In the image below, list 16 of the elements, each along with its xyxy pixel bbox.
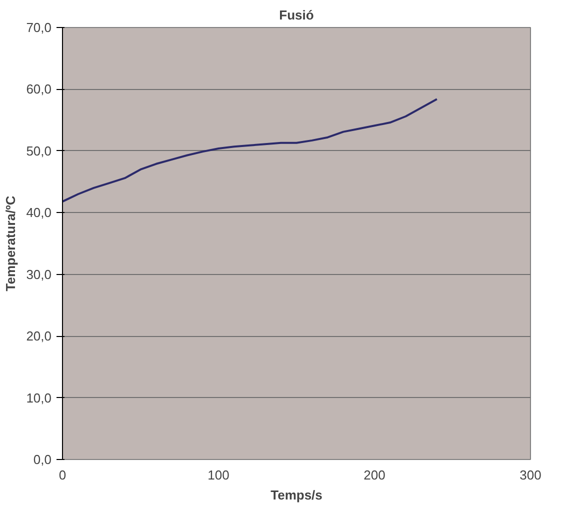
x-axis-title: Temps/s <box>270 488 322 502</box>
chart-title: Fusió <box>279 8 314 22</box>
x-tick-label: 200 <box>364 468 386 482</box>
y-tick-label: 0,0 <box>33 452 52 467</box>
y-tick-label: 60,0 <box>26 82 52 97</box>
y-tick-label: 40,0 <box>26 205 52 220</box>
y-tick-label: 70,0 <box>26 20 52 35</box>
x-tick-label: 0 <box>58 468 66 482</box>
y-tick-label: 10,0 <box>26 390 52 406</box>
y-tick-label: 30,0 <box>26 266 52 282</box>
y-tick-label: 50,0 <box>26 143 52 158</box>
x-tick-label: 300 <box>520 468 542 482</box>
y-axis-title: Temperatura/ºC <box>3 195 18 292</box>
x-tick-label: 100 <box>208 468 230 482</box>
y-tick-label: 20,0 <box>26 328 52 344</box>
line-series <box>62 98 438 203</box>
